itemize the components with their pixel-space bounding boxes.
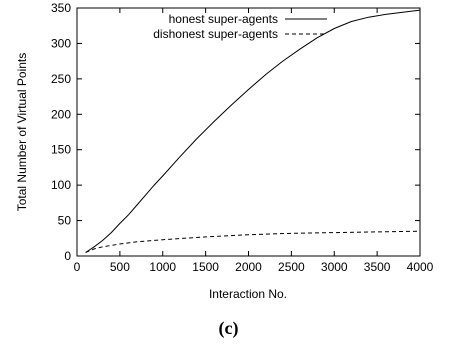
x-tick-label: 1000 bbox=[149, 260, 176, 274]
x-tick-label: 2500 bbox=[278, 260, 305, 274]
y-axis-label: Total Number of Virtual Points bbox=[15, 53, 29, 212]
series-line-dishonest-super-agents bbox=[85, 230, 421, 253]
y-tick-label: 250 bbox=[51, 72, 71, 86]
x-axis-label: Interaction No. bbox=[209, 287, 287, 301]
x-tick-label: 3500 bbox=[364, 260, 391, 274]
legend-label: dishonest super-agents bbox=[153, 27, 278, 41]
x-tick-label: 0 bbox=[74, 260, 81, 274]
y-tick-label: 50 bbox=[58, 214, 72, 228]
x-tick-label: 4000 bbox=[407, 260, 434, 274]
plot-frame bbox=[76, 7, 421, 257]
y-tick-label: 200 bbox=[51, 107, 71, 121]
y-tick-label: 350 bbox=[51, 1, 71, 15]
y-tick-label: 300 bbox=[51, 36, 71, 50]
y-tick-label: 150 bbox=[51, 143, 71, 157]
legend-label: honest super-agents bbox=[169, 12, 278, 26]
figure-caption: (c) bbox=[218, 318, 239, 338]
x-tick-label: 3000 bbox=[321, 260, 348, 274]
x-tick-label: 2000 bbox=[235, 260, 262, 274]
x-tick-label: 1500 bbox=[192, 260, 219, 274]
x-tick-label: 500 bbox=[110, 260, 130, 274]
series-line-honest-super-agents bbox=[85, 9, 421, 253]
y-tick-label: 100 bbox=[51, 178, 71, 192]
y-tick-label: 0 bbox=[64, 249, 71, 263]
